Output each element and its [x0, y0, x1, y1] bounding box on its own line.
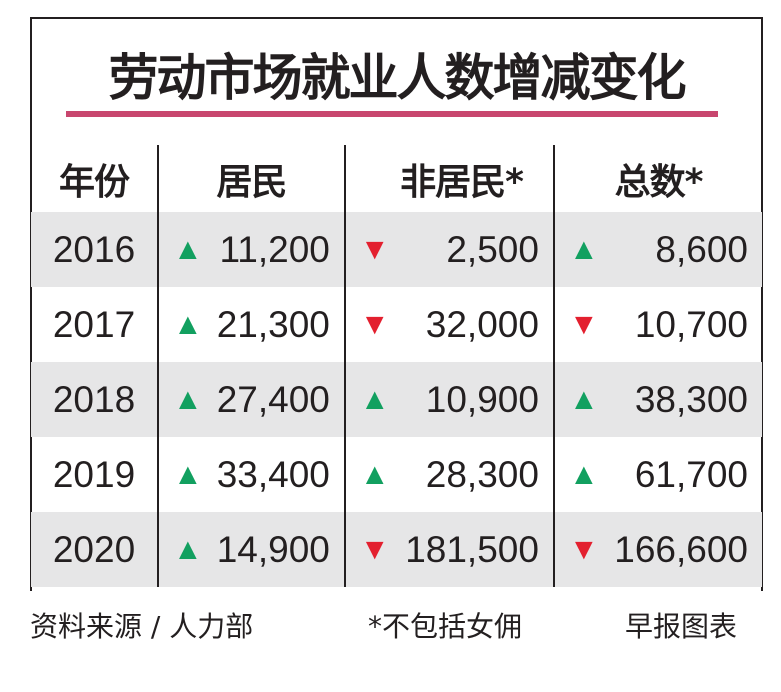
column-header: 非居民* [343, 145, 554, 212]
up-triangle-icon: ▲ [173, 232, 203, 266]
value-text: 38,300 [634, 378, 748, 420]
value-cell: ▲ 28,300 [343, 437, 554, 512]
value-cell: ▲ 10,900 [343, 362, 554, 437]
up-triangle-icon: ▲ [359, 457, 390, 491]
year-cell: 2016 [31, 212, 158, 287]
up-triangle-icon: ▲ [173, 457, 203, 491]
value-text: 166,600 [614, 528, 748, 570]
value-text: 32,000 [425, 303, 539, 345]
credit: 早报图表 [625, 610, 738, 643]
table-row: 2016 ▲ 11,200 ▼ 2,500 ▲ 8,600 [31, 212, 762, 287]
value-text: 21,300 [216, 303, 330, 345]
value-cell: ▲ 61,700 [552, 437, 762, 512]
year-cell: 2017 [52, 303, 136, 345]
value-cell: ▼ 181,500 [343, 512, 554, 587]
value-text: 10,700 [634, 303, 748, 345]
title-underline [66, 111, 718, 117]
value-text: 14,900 [216, 528, 330, 570]
value-cell: ▲ 27,400 [157, 362, 345, 437]
value-text: 28,300 [425, 453, 539, 495]
value-text: 10,900 [425, 378, 539, 420]
column-header: 居民 [157, 145, 345, 212]
down-triangle-icon: ▼ [568, 307, 599, 341]
chart-title: 劳动市场就业人数增减变化 [108, 49, 687, 107]
value-cell: ▼ 166,600 [552, 512, 762, 587]
table-frame [30, 17, 763, 591]
up-triangle-icon: ▲ [568, 232, 599, 266]
column-header: 年份 [58, 161, 130, 203]
down-triangle-icon: ▼ [359, 307, 390, 341]
value-cell: ▲ 11,200 [157, 212, 345, 287]
up-triangle-icon: ▲ [173, 307, 203, 341]
footnote: *不包括女佣 [368, 610, 523, 643]
value-text: 27,400 [216, 378, 330, 420]
value-cell: ▲ 14,900 [157, 512, 345, 587]
value-cell: ▼ 32,000 [343, 287, 554, 362]
value-text: 11,200 [219, 228, 330, 270]
year-cell: 2019 [52, 453, 136, 495]
data-table: 年份 居民 非居民* 总数* 2016 ▲ 11,200 ▼ 2,500 ▲ 8,600 2017 ▲… [31, 145, 762, 587]
down-triangle-icon: ▼ [568, 532, 599, 566]
up-triangle-icon: ▲ [568, 382, 599, 416]
down-triangle-icon: ▼ [359, 532, 390, 566]
value-cell: ▲ 21,300 [157, 287, 345, 362]
year-cell: 2018 [31, 362, 158, 437]
value-cell: ▲ 8,600 [552, 212, 762, 287]
up-triangle-icon: ▲ [173, 532, 203, 566]
value-text: 8,600 [655, 228, 748, 270]
up-triangle-icon: ▲ [173, 382, 203, 416]
value-text: 181,500 [405, 528, 539, 570]
table-row: 2020 ▲ 14,900 ▼ 181,500 ▼ 166,600 [31, 512, 762, 587]
value-cell: ▲ 38,300 [552, 362, 762, 437]
value-cell: ▼ 2,500 [343, 212, 554, 287]
down-triangle-icon: ▼ [359, 232, 390, 266]
table-row: 2017 ▲ 21,300 ▼ 32,000 ▼ 10,700 [31, 287, 762, 362]
value-text: 61,700 [634, 453, 748, 495]
value-cell: ▲ 33,400 [157, 437, 345, 512]
table-row: 2019 ▲ 33,400 ▲ 28,300 ▲ 61,700 [31, 437, 762, 512]
up-triangle-icon: ▲ [359, 382, 390, 416]
source-note: 资料来源 / 人力部 [30, 610, 254, 643]
column-header: 总数* [552, 145, 762, 212]
value-cell: ▼ 10,700 [552, 287, 762, 362]
year-cell: 2020 [31, 512, 158, 587]
value-text: 33,400 [216, 453, 330, 495]
table-row: 2018 ▲ 27,400 ▲ 10,900 ▲ 38,300 [31, 362, 762, 437]
up-triangle-icon: ▲ [568, 457, 599, 491]
value-text: 2,500 [446, 228, 539, 270]
